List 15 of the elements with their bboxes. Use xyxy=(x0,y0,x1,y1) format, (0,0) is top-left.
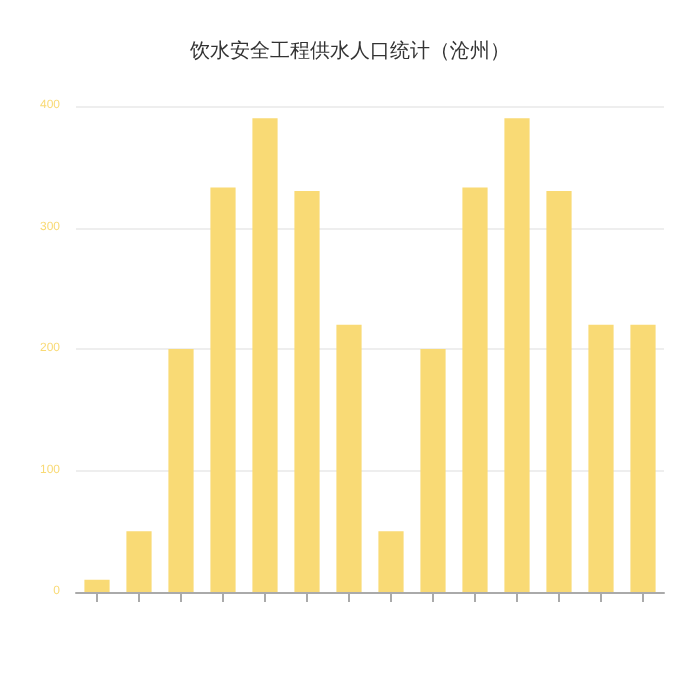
bar xyxy=(630,324,656,592)
bar xyxy=(462,187,488,592)
bar xyxy=(126,531,152,592)
bar xyxy=(546,191,572,592)
bar xyxy=(336,324,362,592)
chart-title: 饮水安全工程供水人口统计（沧州） xyxy=(188,39,510,63)
bar xyxy=(504,118,530,592)
bar xyxy=(378,531,404,592)
bar xyxy=(84,579,110,592)
bar xyxy=(252,118,278,592)
bar xyxy=(588,324,614,592)
bar xyxy=(420,349,446,592)
bar xyxy=(294,191,320,592)
bar xyxy=(210,187,236,592)
bar xyxy=(168,349,194,592)
